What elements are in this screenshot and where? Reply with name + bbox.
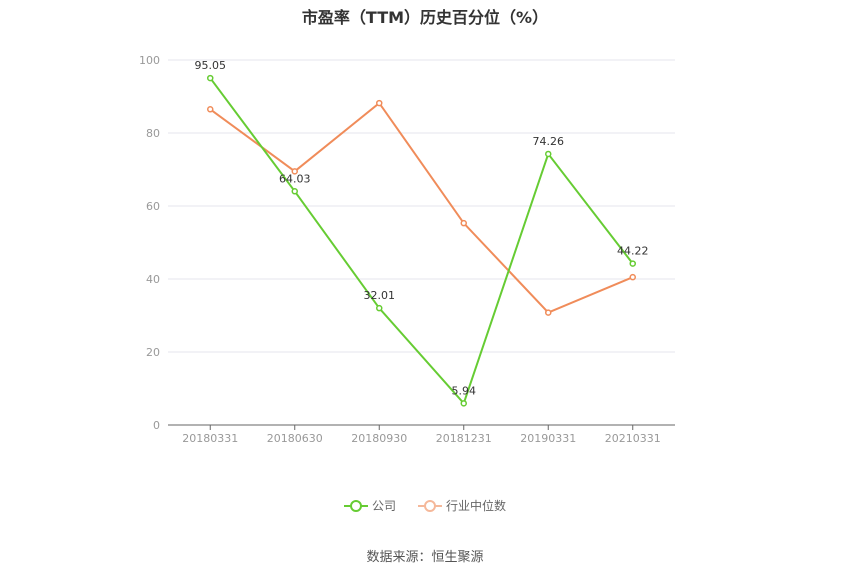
- legend-label-company: 公司: [371, 499, 396, 513]
- data-label-company: 64.03: [279, 172, 311, 185]
- data-point-industry-median: [291, 168, 298, 175]
- data-point-company: [376, 304, 383, 312]
- series-line-industry-median: [209, 101, 634, 314]
- legend-swatch-industry-median: [418, 499, 442, 512]
- data-label-company: 44.22: [617, 245, 649, 258]
- y-tick-label: 20: [146, 346, 160, 359]
- data-point-industry-median: [376, 99, 383, 107]
- data-point-company: [629, 260, 636, 267]
- legend-label-industry-median: 行业中位数: [446, 499, 507, 513]
- legend-swatch-company: [343, 499, 368, 512]
- data-point-industry-median: [545, 309, 552, 316]
- y-tick-label: 80: [146, 127, 160, 140]
- x-tick-label: 20180331: [182, 432, 238, 445]
- data-point-company: [460, 400, 467, 407]
- x-tick-label: 20190331: [520, 432, 576, 445]
- data-point-company: [207, 74, 214, 82]
- line-chart: 0 20 40 60 80 100 20180331 20180630 20180930 2018…: [139, 54, 675, 445]
- data-label-company: 74.26: [533, 135, 565, 148]
- data-label-company: 5.94: [452, 384, 477, 397]
- legend-item-company[interactable]: 公司: [343, 497, 396, 514]
- x-tick-label: 20210331: [605, 432, 661, 445]
- y-tick-label: 100: [139, 54, 160, 67]
- series-line-company: [209, 77, 634, 406]
- x-tick-label: 20181231: [436, 432, 492, 445]
- legend-item-industry-median[interactable]: 行业中位数: [418, 497, 506, 514]
- x-tick-label: 20180930: [351, 432, 407, 445]
- x-tick-label: 20180630: [267, 432, 323, 445]
- data-label-company: 32.01: [364, 289, 396, 302]
- data-point-industry-median: [629, 273, 636, 281]
- data-point-company: [545, 150, 552, 158]
- data-point-industry-median: [460, 219, 467, 227]
- data-label-company: 95.05: [195, 59, 227, 72]
- chart-title: 市盈率（TTM）历史百分位（%）: [301, 8, 549, 27]
- y-tick-label: 0: [153, 419, 160, 432]
- legend: 公司 行业中位数: [0, 497, 850, 514]
- y-tick-label: 40: [146, 273, 160, 286]
- data-point-company: [291, 188, 298, 195]
- y-tick-label: 60: [146, 200, 160, 213]
- data-point-industry-median: [207, 106, 214, 113]
- source-note: 数据来源：恒生聚源: [366, 550, 484, 565]
